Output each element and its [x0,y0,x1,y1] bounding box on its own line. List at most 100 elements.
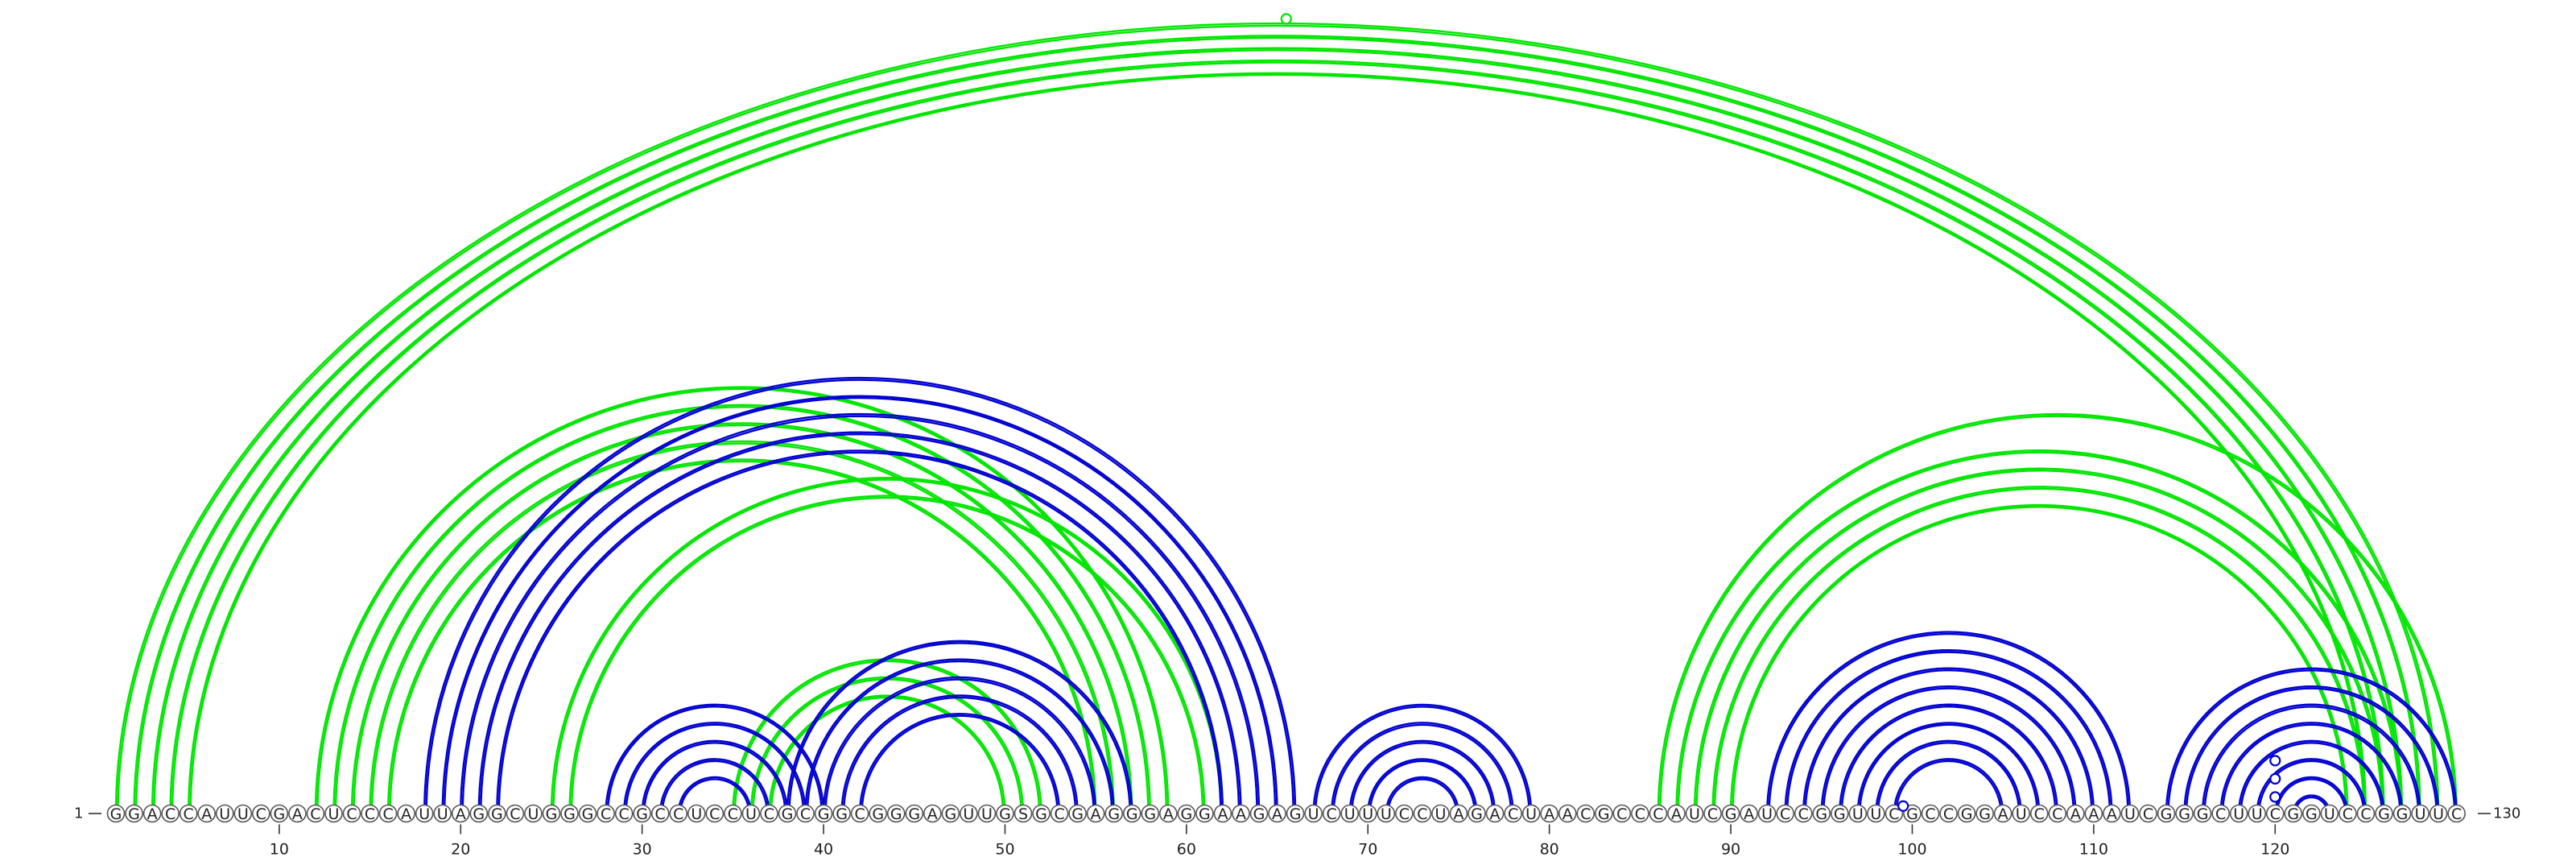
nucleotide-letter: C [2143,805,2153,823]
nucleotide-letter: U [2252,805,2263,823]
nucleotide-letter: C [2034,805,2045,823]
nucleotide-letter: C [310,805,320,823]
nucleotide-letter: G [999,805,1011,823]
tick-label: 10 [270,841,289,857]
nucleotide-letter: U [437,805,448,823]
blue-arc-16-0 [1331,722,1513,814]
nucleotide-letter: C [655,805,666,823]
nucleotide-letter: C [728,805,738,823]
nucleotide-letter: U [2124,805,2136,823]
nucleotide-letter: G [1471,805,1483,823]
nucleotide-letter: G [2197,805,2209,823]
nucleotide-letter: A [292,805,303,823]
nucleotide-letter: U [1362,805,1373,823]
nucleotide-letter: C [1635,805,1645,823]
blue-arc-21-1 [1787,652,2110,814]
green-arc-3-1 [172,63,2382,814]
nucleotide-letter: U [2415,805,2426,823]
blue-arc-14-1 [862,716,1058,814]
green-arc-17-1 [1733,507,2346,814]
nucleotide-letter: A [1272,805,1282,823]
nucleotide-letter: U [2016,805,2027,823]
tick-label: 70 [1358,841,1377,857]
nucleotide-letter: C [2343,805,2353,823]
nucleotide-letter: G [1961,805,1973,823]
nucleotide-letter: C [2052,805,2062,823]
nucleotide-letter: G [890,805,902,823]
blue-arc-16-1 [1334,725,1511,814]
nucleotide-letter: U [1689,805,1700,823]
nucleotide-letter: C [854,805,865,823]
nucleotide-letter: C [1580,805,1591,823]
nucleotide-letter: C [1780,805,1790,823]
tick-label: 120 [2260,841,2289,857]
pair-marker-2 [2270,774,2280,784]
nucleotide-letter: C [346,805,357,823]
tick-label: 80 [1540,841,1559,857]
nucleotide-letter: C [1943,805,1954,823]
pair-marker-1 [1898,801,1908,811]
nucleotide-letter: A [2107,805,2117,823]
nucleotide-letter: G [1253,805,1265,823]
nucleotide-letter: A [1544,805,1554,823]
nucleotide-letter: C [2215,805,2226,823]
green-arc-3-0 [171,60,2384,814]
nucleotide-letter: G [473,805,485,823]
nucleotide-letter: A [1490,805,1501,823]
green-arc-16-0 [1713,486,2366,814]
pair-marker-0 [1282,14,1291,23]
nucleotide-letter: G [128,805,140,823]
tick-label: 90 [1721,841,1740,857]
nucleotide-letter: C [510,805,520,823]
nucleotide-letter: C [1925,805,1935,823]
nucleotide-letter: C [800,805,811,823]
nucleotide-letter: G [2306,805,2318,823]
nucleotide-letter: G [944,805,956,823]
nucleotide-letter: C [2270,805,2281,823]
nucleotide-letter: U [963,805,974,823]
nucleotide-letter: C [1889,805,1899,823]
nucleotide-letter: U [691,805,702,823]
nucleotide-letter: G [546,805,558,823]
nucleotide-letter: C [673,805,683,823]
nucleotide-letter: C [618,805,629,823]
nucleotide-letter: C [2451,805,2462,823]
nucleotide-letter: A [456,805,466,823]
nucleotide-letter: U [1761,805,1773,823]
nucleotide-letter: G [1815,805,1827,823]
nucleotide-letter: A [147,805,158,823]
nucleotide-letter: U [2324,805,2335,823]
position-ticks: 10 20 30 40 50 60 70 80 90 100 110 120 [270,825,2290,857]
nucleotide-letter: G [1290,805,1302,823]
nucleotide-letter: U [237,805,249,823]
nucleotide-letter: G [2378,805,2390,823]
nucleotide-letter: U [2433,805,2444,823]
nucleotide-letter: G [1126,805,1138,823]
nucleotide-letter: C [365,805,375,823]
nucleotide-letter: G [1598,805,1610,823]
nucleotide-letter: U [1344,805,1356,823]
nucleotide-letter: G [2161,805,2173,823]
end-label: 130 [2493,805,2520,822]
nucleotide-letter: S [1018,805,1028,823]
nucleotide-letter: U [328,805,340,823]
tick-label: 30 [633,841,652,857]
blue-arc-22-1 [1806,670,2092,814]
nucleotide-letter: U [1308,805,1319,823]
nucleotide-letter: C [1508,805,1518,823]
nucleotide-letter: U [981,805,993,823]
nucleotide-letter: G [1108,805,1120,823]
nucleotide-letter: A [927,805,938,823]
nucleotide-letter: A [401,805,411,823]
nucleotide-letter: G [1725,805,1737,823]
tick-label: 20 [451,841,470,857]
nucleotide-letter: C [709,805,720,823]
nucleotide-letter: A [1744,805,1754,823]
arcs-layer [116,23,2457,814]
nucleotide-letter: A [2088,805,2099,823]
nucleotide-letter: G [636,805,648,823]
nucleotide-letter: U [2233,805,2244,823]
nucleotide-letter: C [1399,805,1410,823]
nucleotide-letter: A [1217,805,1228,823]
pair-marker-3 [2270,792,2280,801]
